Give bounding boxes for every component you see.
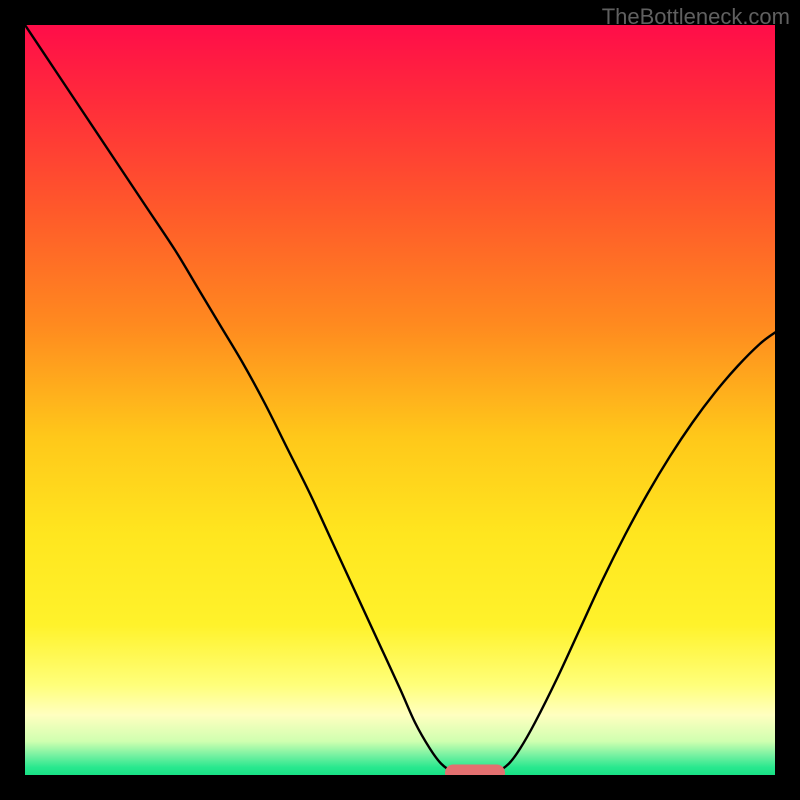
gradient-background <box>25 25 775 775</box>
watermark-text: TheBottleneck.com <box>602 4 790 30</box>
chart-container: TheBottleneck.com <box>0 0 800 800</box>
optimal-point-marker <box>445 765 505 776</box>
bottleneck-curve-chart <box>25 25 775 775</box>
plot-area <box>25 25 775 775</box>
